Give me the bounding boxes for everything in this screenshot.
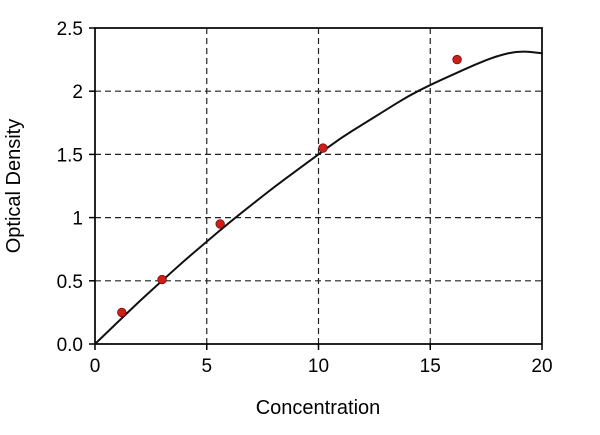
x-tick-label: 15 [420, 356, 441, 377]
plot-frame [94, 27, 543, 345]
x-tick-label: 20 [531, 356, 552, 377]
data-point [157, 274, 167, 285]
x-tick-label: 10 [308, 356, 329, 377]
y-tick-label: 2 [72, 82, 83, 103]
data-point [452, 54, 462, 65]
y-tick-label: 0.0 [57, 335, 83, 356]
x-tick-label: 5 [201, 356, 212, 377]
fit-curve [94, 50, 543, 345]
y-tick-label: 1 [72, 209, 83, 230]
y-tick-label: 2.5 [57, 19, 83, 40]
data-point [215, 219, 225, 229]
x-axis-title: Concentration [256, 397, 381, 419]
x-tick-label: 0 [90, 356, 101, 377]
y-tick-label: 0.5 [57, 272, 83, 293]
data-point [117, 307, 127, 318]
y-axis-title: Optical Density [3, 119, 25, 254]
y-tick-label: 1.5 [57, 145, 83, 166]
plot-area: 0 5 10 15 20 0.0 0.5 1 1.5 2 2.5 [57, 19, 553, 377]
data-point [318, 143, 328, 153]
